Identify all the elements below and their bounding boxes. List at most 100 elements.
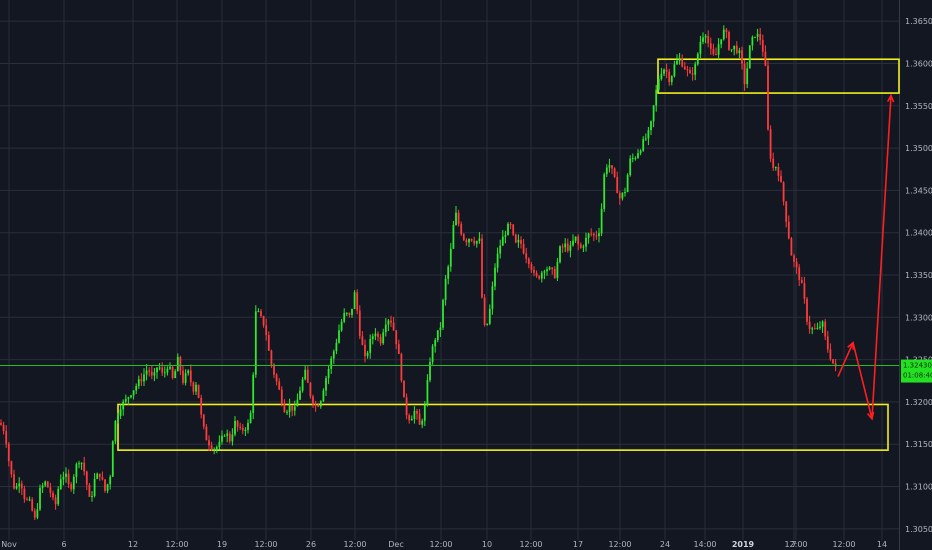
candle-body [592,233,595,236]
candle-body [551,267,554,270]
x-tick-label: 7 [791,540,796,549]
candle-body [478,238,481,242]
candle-body [379,336,382,344]
candle-body [751,37,754,46]
resistance-zone [657,58,900,94]
candle-body [26,499,28,501]
x-tick-label: Dec [388,540,403,549]
candle-body [265,325,268,336]
x-tick-label: 26 [306,540,316,549]
candle-body [166,368,169,373]
candle-body [416,410,418,414]
candle-body [725,29,728,33]
candle-body [410,418,413,421]
x-tick-label: Nov [1,540,17,549]
candle-body [730,49,733,51]
candle-body [39,487,41,510]
candle-body [595,235,598,237]
candle-body [46,481,49,488]
candle-body [390,320,392,323]
candle-body [468,238,470,243]
candle-body [442,300,444,328]
candle-body [655,89,658,106]
candle-body [673,64,676,77]
candle-body [208,440,210,446]
candle-body [481,238,483,298]
candle-body [720,39,723,45]
candle-body [806,298,808,322]
y-tick-label: 1.33500 [905,271,932,280]
candle-body [691,73,694,75]
candle-body [650,121,652,131]
candle-body [546,269,548,272]
candle-body [811,328,814,330]
candle-body [527,258,530,265]
candle-body [798,267,801,280]
candle-body [486,323,489,325]
x-tick-label: 12:00 [429,540,452,549]
candle-body [124,398,127,402]
candle-body [572,240,574,246]
candle-body [715,54,717,56]
candle-body [821,321,824,327]
candle-body [304,369,307,380]
current-price-label: 1.32430 [903,362,932,370]
arrow-shaft [837,342,854,377]
candle-body [408,415,411,421]
candle-body [756,33,759,37]
candle-body [31,499,34,511]
candle-body [319,401,322,407]
candle-body [5,431,8,444]
candle-body [403,380,405,398]
candle-body [111,441,114,477]
candle-body [748,45,751,69]
candle-body [338,330,340,343]
candle-body [449,248,452,267]
x-tick-label: 12:00 [254,540,277,549]
candle-body [465,240,468,243]
candle-body [67,473,70,485]
x-tick-label: 10 [482,540,492,549]
candle-body [332,351,335,359]
candle-body [676,60,678,65]
countdown-label: 01:08:40 [903,372,932,380]
candle-body [556,262,559,279]
candle-body [171,366,174,379]
candle-body [257,311,260,313]
candle-body [343,312,346,322]
candle-body [439,327,442,331]
candle-body [322,390,325,402]
price-badge-box [901,359,932,383]
candle-body [561,246,564,248]
candle-body [473,240,476,244]
candle-body [507,223,509,236]
candle-body [23,488,26,500]
candle-body [101,477,104,480]
candle-body [418,413,421,425]
candle-body [226,433,229,436]
candle-body [80,462,83,464]
candle-body [20,483,23,489]
candle-body [548,267,551,270]
candle-body [512,224,515,235]
candle-body [65,473,67,477]
candle-body [577,236,580,245]
candle-body [254,311,257,375]
candle-body [156,367,158,373]
candle-body [88,484,91,497]
x-tick-label: 24 [660,540,670,549]
candle-body [145,370,148,375]
candle-body [291,405,294,411]
candle-body [215,446,218,449]
candle-body [57,489,60,505]
candle-body [54,497,57,505]
candle-body [735,45,738,54]
candle-body [335,342,338,352]
candle-body [18,483,21,487]
candle-body [543,271,546,273]
candle-body [239,426,242,428]
candle-body [780,175,782,183]
candle-body [148,370,151,372]
candle-body [816,327,819,329]
